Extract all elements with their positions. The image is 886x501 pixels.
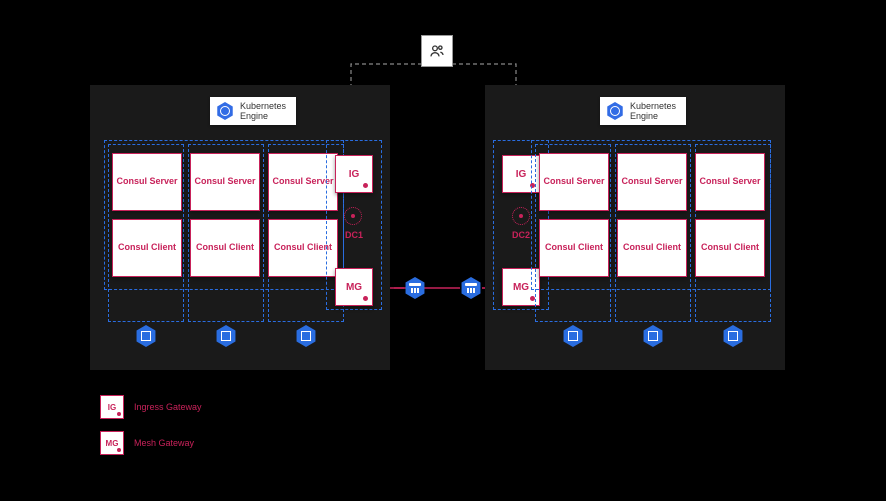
k8s-engine-badge: Kubernetes Engine [210,97,296,125]
load-balancer-icon [404,277,426,299]
load-balancer-icon [460,277,482,299]
cluster-left: Kubernetes Engine Consul Server Consul S… [90,85,390,370]
consul-server-box: Consul Server [695,153,765,211]
legend: IG Ingress Gateway MG Mesh Gateway [100,395,202,455]
node-icon [562,325,584,347]
legend-row: IG Ingress Gateway [100,395,202,419]
datacenter-icon [344,207,362,225]
k8s-label: Kubernetes Engine [630,101,676,121]
gateway-label: MG [513,282,529,293]
gateway-label: IG [349,169,360,180]
k8s-icon [216,102,234,120]
consul-server-box: Consul Server [112,153,182,211]
consul-client-box: Consul Client [190,219,260,277]
k8s-engine-badge: Kubernetes Engine [600,97,686,125]
consul-server-box: Consul Server [539,153,609,211]
gateway-label: IG [516,169,527,180]
legend-ig-label: Ingress Gateway [134,402,202,412]
datacenter-icon [512,207,530,225]
consul-client-box: Consul Client [539,219,609,277]
cluster-right: Kubernetes Engine IG MG DC2 Consul Serve… [485,85,785,370]
datacenter-label: DC2 [512,230,530,240]
legend-ig-box: IG [100,395,124,419]
datacenter-label: DC1 [345,230,363,240]
k8s-icon [606,102,624,120]
ingress-gateway: IG [335,155,373,193]
legend-mg-box: MG [100,431,124,455]
consul-client-box: Consul Client [112,219,182,277]
node-icon [215,325,237,347]
consul-grid: Consul Server Consul Server Consul Serve… [112,153,338,277]
consul-grid: Consul Server Consul Server Consul Serve… [539,153,765,277]
consul-client-box: Consul Client [695,219,765,277]
consul-server-box: Consul Server [190,153,260,211]
node-icon [135,325,157,347]
consul-server-box: Consul Server [617,153,687,211]
node-icon [642,325,664,347]
node-icon [722,325,744,347]
consul-client-box: Consul Client [617,219,687,277]
users-icon [421,35,453,67]
node-icon [295,325,317,347]
legend-row: MG Mesh Gateway [100,431,202,455]
gateway-label: MG [346,282,362,293]
legend-mg-label: Mesh Gateway [134,438,194,448]
mesh-gateway: MG [335,268,373,306]
k8s-label: Kubernetes Engine [240,101,286,121]
